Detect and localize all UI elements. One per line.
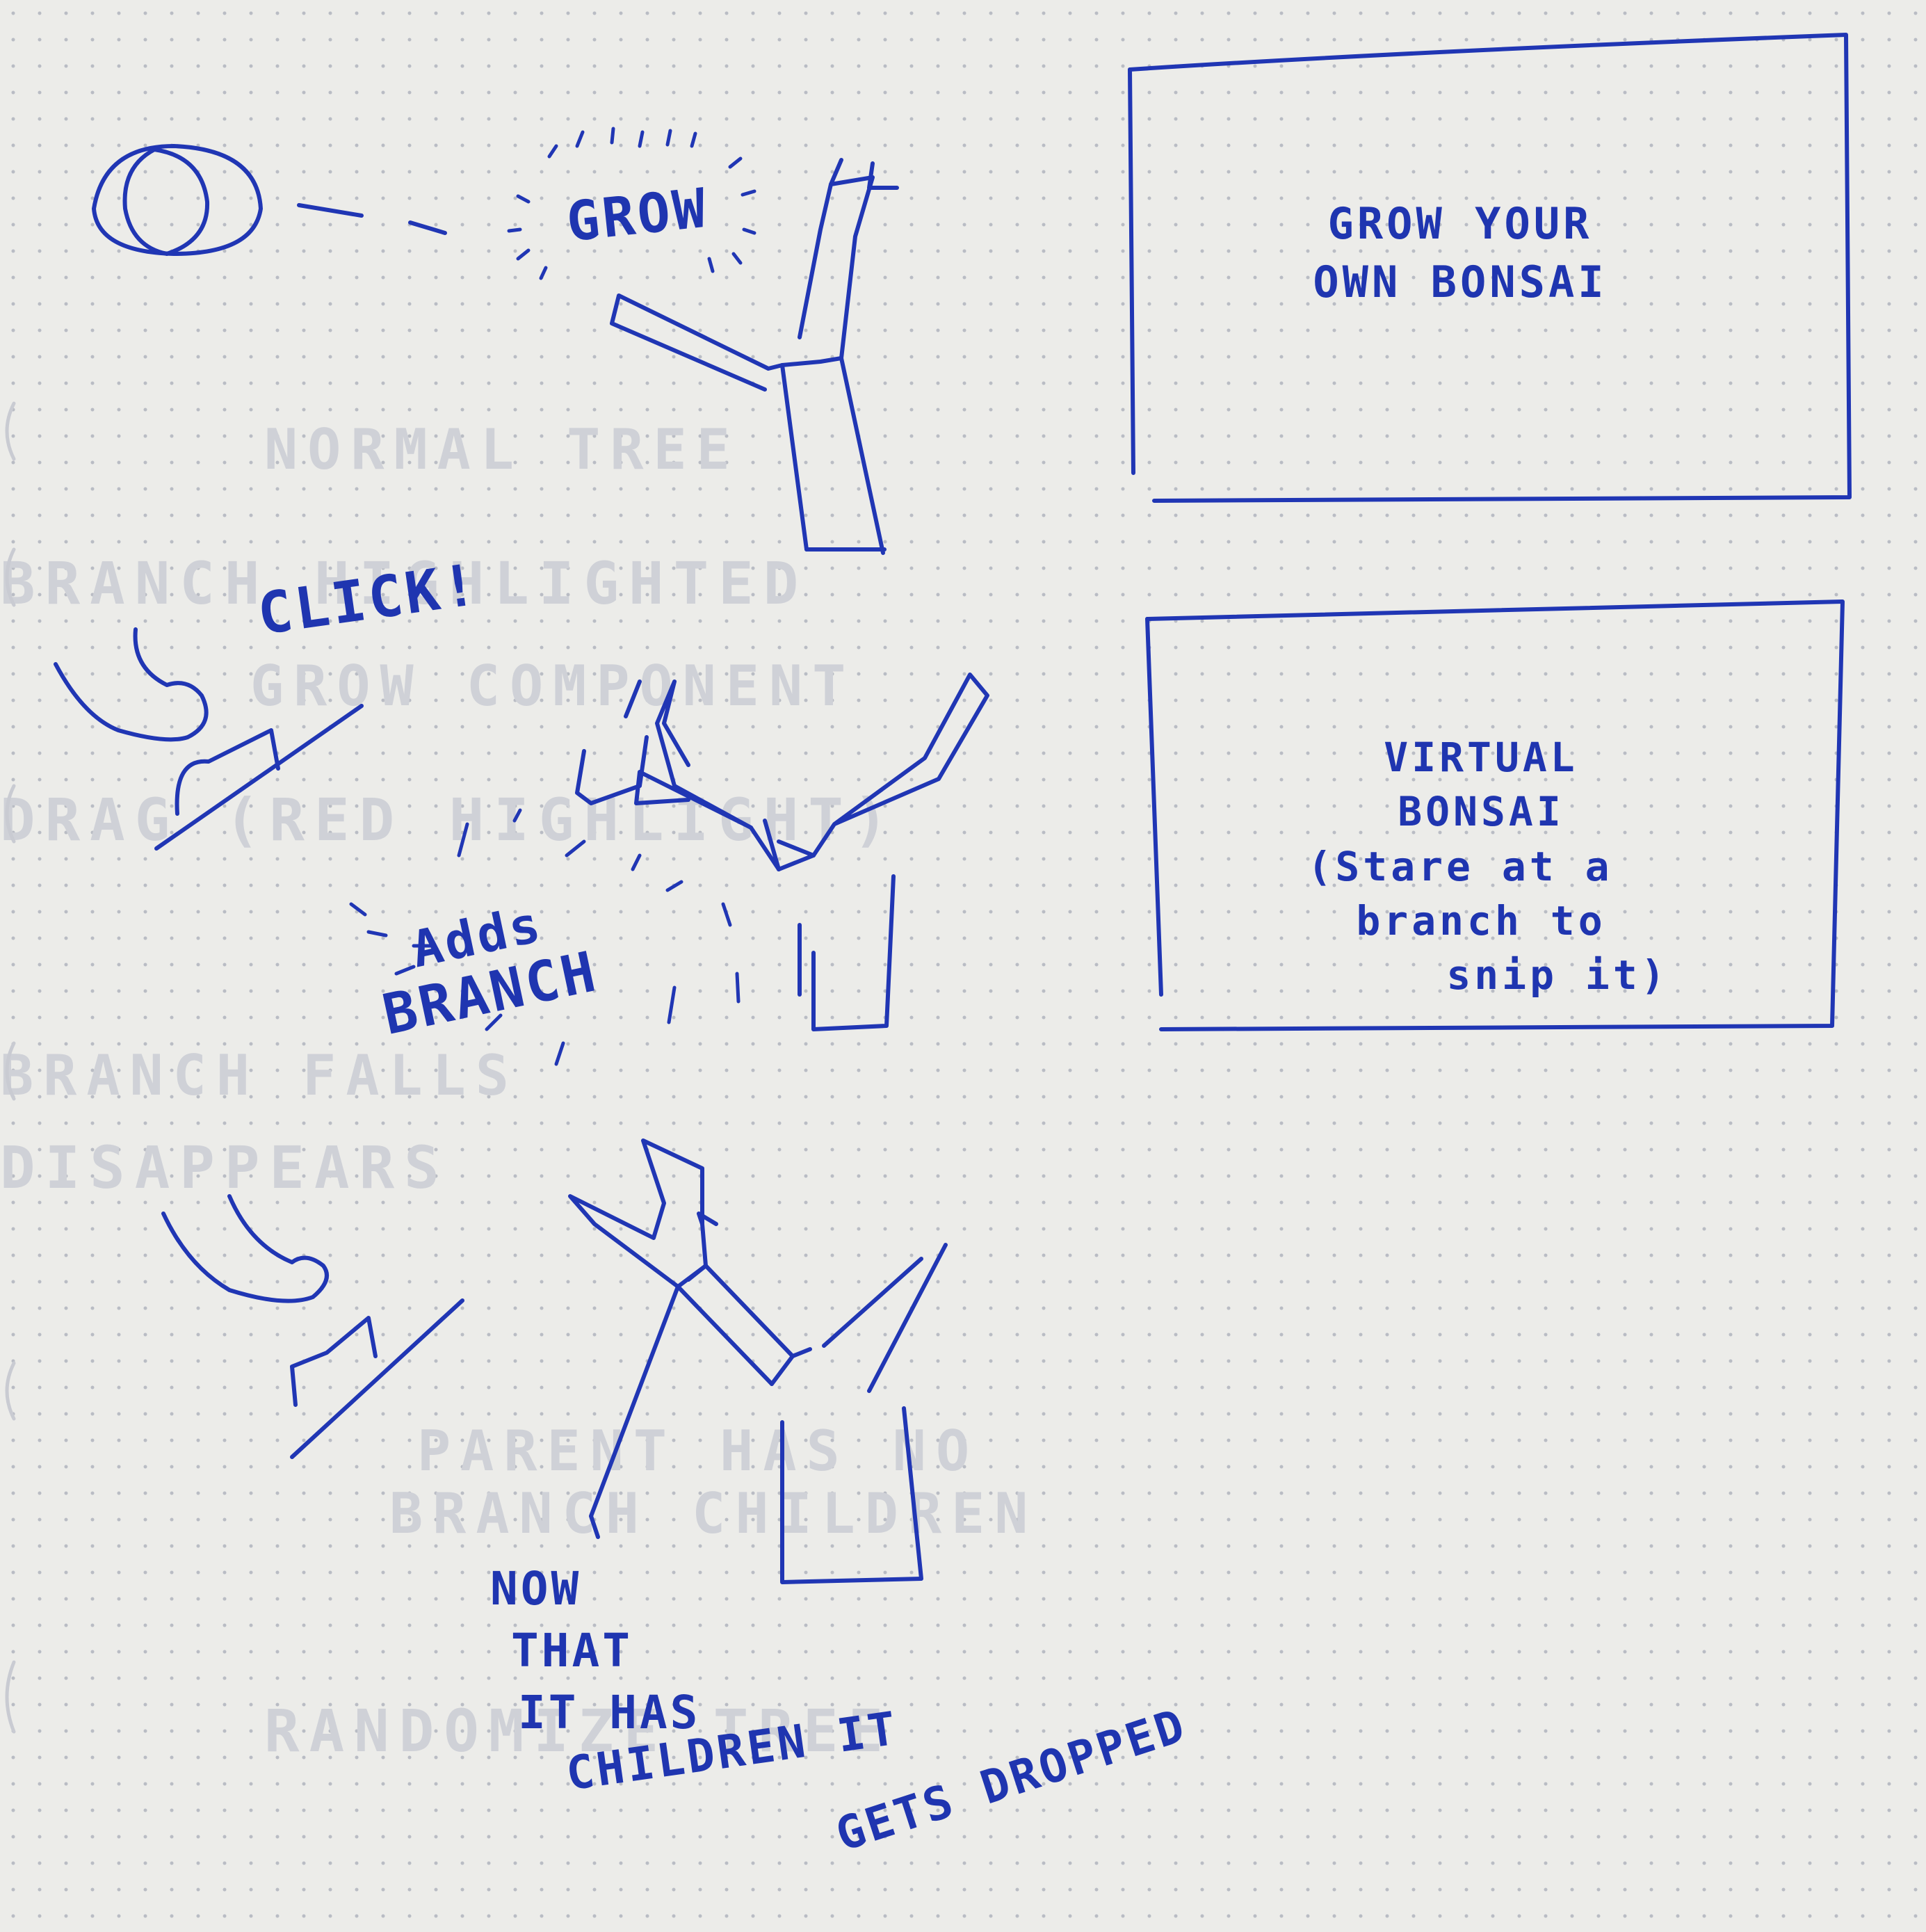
ghost-marks — [5, 401, 16, 1734]
note-line1: NOW — [490, 1562, 582, 1616]
panel2-line2: BONSAI — [1398, 788, 1564, 836]
ghost-text-line: DISAPPEARS — [0, 1134, 449, 1202]
panel2-line4: branch to — [1356, 896, 1606, 944]
panel1-title: GROW YOUR OWN BONSAI — [1245, 195, 1676, 311]
grow-burst-marks — [507, 127, 756, 280]
ghost-text-line: NORMAL TREE — [264, 417, 740, 482]
note-line2: THAT — [511, 1624, 633, 1678]
ghost-text-line: BRANCH CHILDREN — [389, 1481, 1038, 1546]
tree-sketch — [575, 673, 989, 1031]
panel-grow-your-own-bonsai — [1128, 33, 1852, 503]
branch-burst-marks — [349, 808, 741, 1066]
panel2-text: VIRTUAL BONSAI (Stare at a branch to sni… — [1238, 730, 1724, 1002]
click-hand-icon — [161, 1194, 464, 1459]
click-hand-icon — [54, 627, 364, 851]
panel2-line3: (Stare at a — [1307, 842, 1613, 890]
gaze-dashes — [297, 203, 447, 235]
tree-sketch — [610, 158, 899, 555]
tree-sketch — [568, 1138, 948, 1584]
ghost-text-line: GROW COMPONENT — [250, 654, 856, 718]
panel-virtual-bonsai — [1145, 599, 1845, 1031]
panel1-line1: GROW YOUR — [1327, 198, 1593, 249]
ghost-text-line: RANDOMIZE TREE — [264, 1697, 893, 1765]
panel2-line1: VIRTUAL — [1384, 734, 1578, 781]
ghost-text-line: BRANCH FALLS — [0, 1043, 519, 1108]
panel1-line2: OWN BONSAI — [1313, 256, 1608, 307]
note-line3: IT HAS — [518, 1686, 701, 1740]
panel2-line5: snip it) — [1446, 951, 1669, 999]
eye-icon — [92, 144, 263, 256]
children-dropped-note: NOW THAT IT HAS CHILDREN IT GETS DROPPED — [490, 1558, 1203, 1867]
ghost-text-line: PARENT HAS NO — [417, 1419, 980, 1483]
ghost-text-line: BRANCH HIGHLIGHTED — [0, 549, 809, 618]
